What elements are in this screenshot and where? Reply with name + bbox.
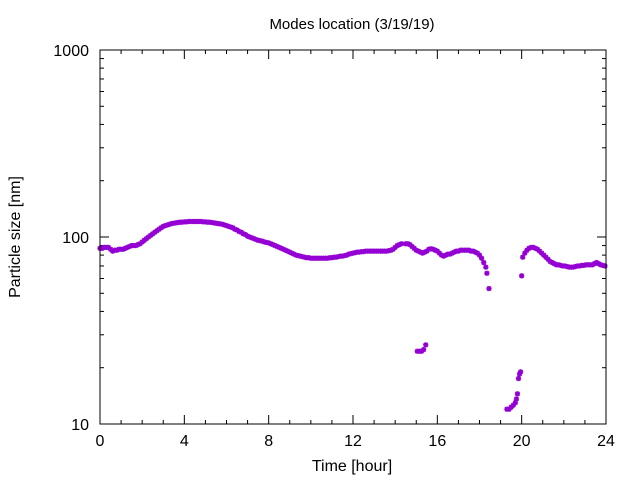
data-point — [421, 346, 427, 353]
data-point — [602, 263, 608, 269]
data-point — [508, 404, 514, 410]
x-tick-label: 0 — [96, 433, 105, 450]
x-axis-label: Time [hour] — [312, 458, 392, 475]
x-axis-ticks: 0 4 8 12 16 20 24 — [96, 50, 615, 450]
y-tick-label: 10 — [71, 417, 89, 434]
data-point — [423, 342, 429, 348]
x-tick-label: 4 — [180, 433, 189, 450]
y-axis-ticks: 10 100 1000 — [53, 43, 606, 434]
data-points — [97, 218, 608, 412]
data-point — [483, 264, 489, 270]
data-point — [479, 255, 485, 261]
data-point — [514, 391, 521, 397]
x-tick-label: 16 — [428, 433, 446, 450]
y-axis-label: Particle size [nm] — [7, 176, 24, 298]
data-point — [481, 259, 487, 266]
y-tick-label: 100 — [62, 230, 89, 247]
plot-frame — [99, 49, 607, 425]
x-tick-label: 20 — [513, 433, 531, 450]
data-point — [486, 285, 492, 292]
x-tick-label: 8 — [264, 433, 273, 450]
chart-title: Modes location (3/19/19) — [269, 16, 434, 33]
data-point — [518, 369, 524, 375]
data-point — [249, 235, 255, 241]
data-point — [513, 396, 519, 402]
data-point — [520, 254, 526, 260]
data-point — [515, 375, 522, 382]
x-tick-label: 12 — [344, 433, 362, 450]
y-tick-label: 1000 — [53, 43, 89, 60]
data-point — [484, 270, 490, 276]
x-tick-label: 24 — [597, 433, 615, 450]
data-point — [519, 273, 525, 279]
